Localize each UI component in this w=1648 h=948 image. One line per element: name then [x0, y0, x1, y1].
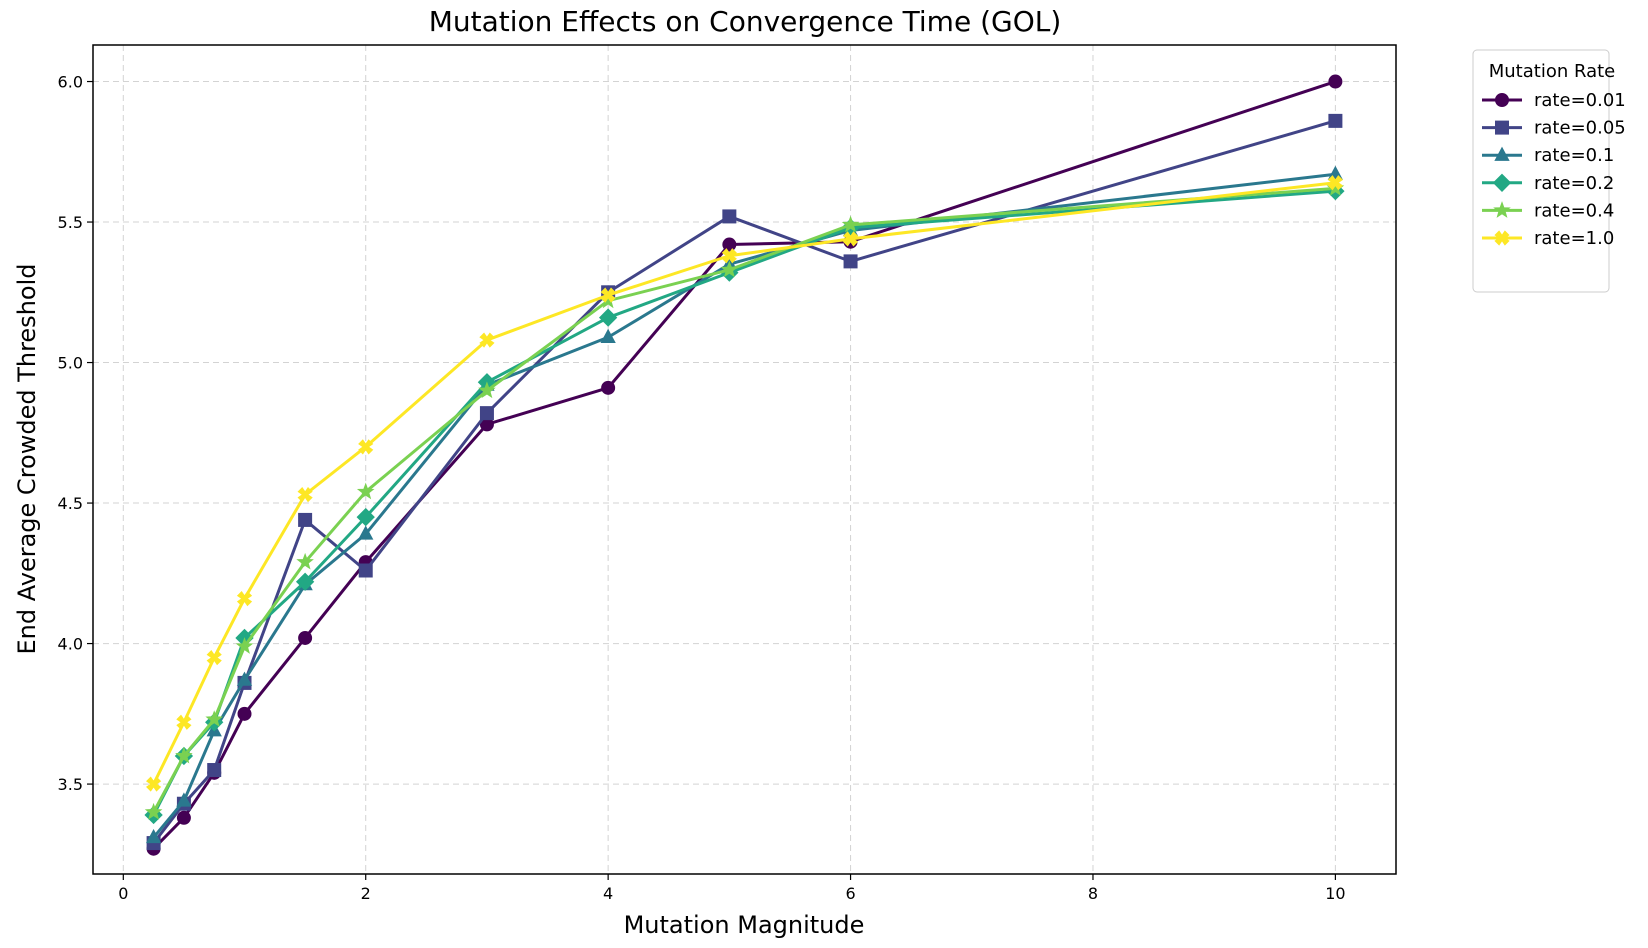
legend-label: rate=1.0 [1534, 228, 1614, 249]
legend-item: rate=0.01 [1482, 90, 1626, 111]
chart-title: Mutation Effects on Convergence Time (GO… [429, 5, 1062, 38]
x-tick-label: 0 [118, 884, 128, 903]
y-tick-label: 6.0 [58, 73, 83, 92]
legend-label: rate=0.01 [1534, 90, 1626, 111]
legend-marker [1495, 120, 1509, 135]
legend-marker [1493, 201, 1511, 218]
data-point [175, 746, 193, 764]
legend-marker [1494, 146, 1510, 161]
data-point [237, 706, 252, 721]
legend-label: rate=0.4 [1534, 200, 1614, 221]
data-point [358, 563, 373, 578]
data-point [600, 287, 616, 303]
data-point [236, 671, 253, 686]
legend-marker [1492, 173, 1512, 192]
legend: Mutation Rate rate=0.01 rate=0.05 rate=0.1… [1472, 49, 1626, 293]
legend-items: rate=0.01 rate=0.05 rate=0.1 rate=0.2 rate=0… [1482, 90, 1626, 249]
data-point [479, 406, 494, 421]
data-point [235, 637, 254, 654]
data-point [721, 248, 737, 264]
data-point [145, 828, 162, 844]
legend-item: rate=0.2 [1482, 173, 1614, 194]
legend-frame [1472, 49, 1610, 293]
data-point [1327, 175, 1343, 191]
series-rate=1.0 [146, 175, 1343, 792]
legend-label: rate=0.1 [1534, 145, 1614, 166]
y-tick-label: 4.5 [58, 494, 83, 513]
data-point [722, 209, 737, 224]
data-point [722, 237, 737, 252]
legend-marker [1495, 93, 1509, 107]
data-point [296, 552, 314, 570]
legend-title: Mutation Rate [1489, 61, 1616, 82]
y-tick-label: 3.5 [58, 775, 83, 794]
data-point [841, 215, 860, 233]
legend-item: rate=0.4 [1482, 200, 1614, 221]
data-point [146, 776, 162, 792]
data-point [295, 572, 315, 591]
x-tick-label: 4 [603, 884, 613, 903]
x-axis-label: Mutation Magnitude [624, 911, 865, 939]
data-point [207, 763, 222, 778]
data-point [842, 231, 859, 247]
data-point [356, 482, 375, 500]
data-point [1328, 74, 1343, 89]
legend-label: rate=0.05 [1534, 118, 1626, 139]
series-rate=0.01 [146, 74, 1343, 856]
data-point [176, 810, 191, 825]
grid [93, 45, 1396, 874]
x-tick-label: 8 [1088, 884, 1098, 903]
data-point [358, 439, 374, 455]
data-point [358, 525, 374, 540]
data-point [478, 381, 496, 399]
x-tick-label: 10 [1325, 884, 1345, 903]
x-tick-label: 2 [361, 884, 371, 903]
plot-frame [92, 44, 1397, 875]
y-axis-label: End Average Crowded Threshold [13, 264, 41, 655]
series-layer [144, 74, 1345, 856]
data-point [843, 254, 858, 269]
legend-item: rate=0.1 [1482, 145, 1614, 166]
y-tick-label: 5.0 [58, 354, 83, 373]
legend-label: rate=0.2 [1534, 173, 1614, 194]
data-point [297, 487, 313, 503]
series-rate=0.4 [144, 179, 1345, 820]
x-tick-label: 6 [845, 884, 855, 903]
data-point [176, 792, 192, 807]
data-point [601, 380, 616, 395]
y-tick-label: 4.0 [58, 635, 83, 654]
data-point [479, 332, 495, 348]
data-point [356, 507, 375, 527]
data-point [298, 512, 313, 527]
data-point [236, 591, 253, 607]
data-point [1328, 113, 1343, 128]
legend-item: rate=1.0 [1482, 228, 1614, 249]
legend-item: rate=0.05 [1482, 118, 1626, 139]
data-point [206, 650, 222, 666]
data-point [205, 710, 224, 727]
data-point [298, 630, 313, 645]
y-tick-label: 5.5 [58, 213, 83, 232]
legend-marker [1494, 230, 1510, 246]
ticks: 0 2 4 6 8 10 3.5 4.0 4.5 5.0 5.5 6.0 [58, 73, 1346, 903]
data-point [720, 260, 739, 278]
data-point [600, 328, 616, 343]
data-point [144, 802, 163, 820]
data-point [598, 308, 618, 327]
data-point [176, 714, 192, 730]
